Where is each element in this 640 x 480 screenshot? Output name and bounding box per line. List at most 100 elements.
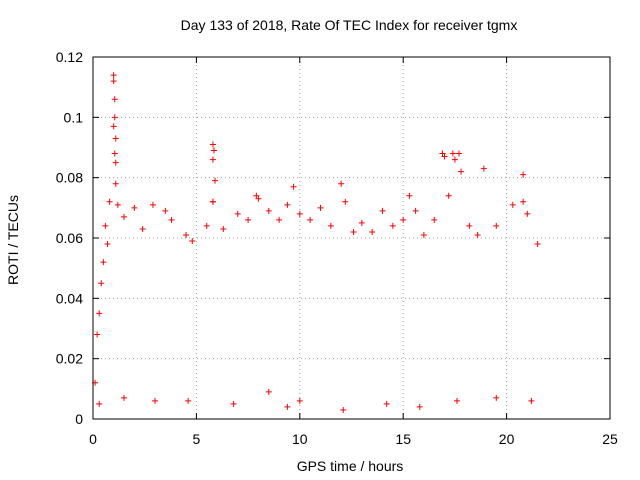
roti-point: [350, 228, 357, 235]
points-layer: [92, 72, 541, 413]
roti-point: [121, 394, 128, 401]
roti-point: [162, 207, 169, 214]
x-tick-label: 10: [292, 431, 308, 447]
grid-layer: [93, 57, 610, 419]
roti-point: [106, 198, 113, 205]
roti-point: [528, 397, 535, 404]
roti-point: [111, 150, 118, 157]
roti-point: [96, 310, 103, 317]
roti-point: [456, 150, 463, 157]
roti-point: [493, 222, 500, 229]
roti-point: [189, 238, 196, 245]
roti-point: [245, 216, 252, 223]
x-axis-label: GPS time / hours: [297, 458, 404, 474]
roti-point: [253, 192, 260, 199]
roti-point: [412, 207, 419, 214]
ticks-layer: 0 5 10 15 20 25 0 0.02 0.04 0.06 0.08 0.1 0.12: [56, 49, 618, 447]
roti-point: [102, 222, 109, 229]
y-tick-label: 0.02: [56, 351, 83, 367]
roti-point: [183, 231, 190, 238]
y-tick-label: 0.08: [56, 170, 83, 186]
roti-point: [131, 204, 138, 211]
roti-point: [100, 259, 107, 266]
roti-point: [265, 207, 272, 214]
roti-point: [152, 397, 159, 404]
roti-point: [420, 231, 427, 238]
roti-point: [342, 198, 349, 205]
roti-point: [383, 400, 390, 407]
roti-point: [168, 216, 175, 223]
x-tick-label: 5: [193, 431, 201, 447]
roti-point: [94, 331, 101, 338]
roti-point: [110, 72, 117, 79]
roti-point: [111, 96, 118, 103]
roti-point: [212, 177, 219, 184]
roti-point: [296, 397, 303, 404]
roti-point: [317, 204, 324, 211]
roti-point: [406, 192, 413, 199]
roti-point: [327, 222, 334, 229]
x-tick-label: 15: [395, 431, 411, 447]
roti-point: [255, 195, 262, 202]
roti-point: [149, 201, 156, 208]
x-tick-label: 25: [602, 431, 618, 447]
roti-point: [449, 150, 456, 157]
roti-point: [276, 216, 283, 223]
roti-point: [121, 213, 128, 220]
roti-point: [416, 403, 423, 410]
roti-point: [466, 222, 473, 229]
y-axis-label: ROTI / TECUs: [5, 195, 21, 285]
roti-point: [439, 150, 446, 157]
y-tick-label: 0.12: [56, 49, 83, 65]
roti-point: [493, 394, 500, 401]
roti-point: [340, 406, 347, 413]
roti-point: [509, 201, 516, 208]
roti-point: [290, 183, 297, 190]
roti-point: [210, 147, 217, 154]
roti-point: [220, 225, 227, 232]
roti-point: [389, 222, 396, 229]
roti-point: [338, 180, 345, 187]
roti-point: [98, 280, 105, 287]
plot-frame: [92, 56, 611, 420]
roti-point: [111, 114, 118, 121]
roti-point: [534, 241, 541, 248]
roti-point: [307, 216, 314, 223]
x-tick-label: 20: [499, 431, 515, 447]
roti-point: [209, 141, 216, 148]
roti-point: [458, 168, 465, 175]
y-tick-label: 0.06: [56, 230, 83, 246]
roti-point: [453, 397, 460, 404]
roti-point: [104, 241, 111, 248]
roti-point: [96, 400, 103, 407]
roti-point: [112, 180, 119, 187]
roti-point: [114, 201, 121, 208]
chart-title: Day 133 of 2018, Rate Of TEC Index for r…: [181, 17, 518, 33]
roti-point: [112, 135, 119, 142]
roti-point: [474, 231, 481, 238]
roti-point: [265, 388, 272, 395]
roti-point: [358, 219, 365, 226]
roti-point: [369, 228, 376, 235]
roti-point: [110, 123, 117, 130]
roti-point: [431, 216, 438, 223]
roti-point: [524, 210, 531, 217]
roti-point: [520, 198, 527, 205]
roti-point: [284, 201, 291, 208]
y-tick-label: 0.1: [64, 109, 84, 125]
roti-point: [400, 216, 407, 223]
roti-point: [112, 159, 119, 166]
roti-point: [139, 225, 146, 232]
roti-point: [441, 153, 448, 160]
roti-point: [209, 198, 216, 205]
roti-point: [480, 165, 487, 172]
y-tick-label: 0: [75, 411, 83, 427]
roti-point: [296, 210, 303, 217]
roti-point: [445, 192, 452, 199]
roti-point: [110, 78, 117, 85]
roti-point: [185, 397, 192, 404]
roti-point: [230, 400, 237, 407]
roti-point: [451, 156, 458, 163]
roti-point: [284, 403, 291, 410]
